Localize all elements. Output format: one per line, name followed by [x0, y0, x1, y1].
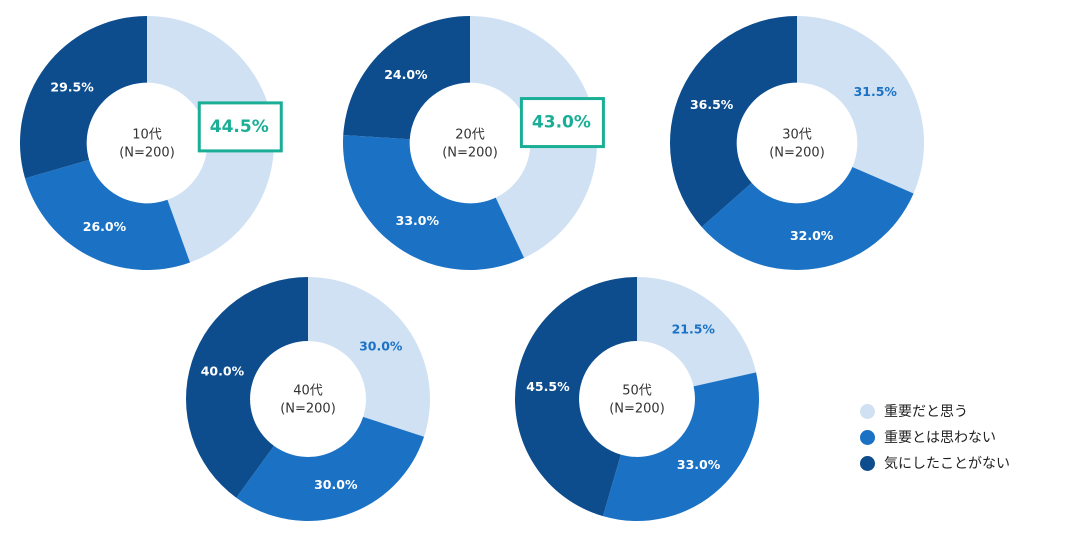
- data-label: 29.5%: [50, 79, 94, 94]
- data-label: 45.5%: [526, 379, 570, 394]
- donut-segment: [637, 277, 757, 387]
- center-sublabel: (N=200): [119, 146, 175, 161]
- center-label: 20代: [455, 128, 485, 143]
- legend: 重要だと思う 重要とは思わない 気にしたことがない: [860, 398, 1010, 476]
- center-sublabel: (N=200): [769, 146, 825, 161]
- highlight-box: [197, 101, 283, 153]
- data-label: 40.0%: [201, 364, 245, 379]
- highlight-label: 43.0%: [532, 113, 591, 133]
- center-label: 40代: [293, 384, 323, 399]
- donut-segment: [602, 372, 759, 521]
- data-label: 21.5%: [672, 321, 716, 336]
- donut-segment: [25, 159, 191, 270]
- center-sublabel: (N=200): [609, 402, 665, 417]
- highlight-box: [519, 97, 605, 149]
- donut-segment: [185, 277, 308, 498]
- donut-chart: 43.0% 33.0% 24.0% 20代 (N=200): [343, 16, 605, 270]
- donut-segment: [19, 16, 147, 179]
- data-label: 26.0%: [83, 219, 127, 234]
- donut-chart: 44.5% 26.0% 29.5% 10代 (N=200): [19, 16, 283, 270]
- legend-label: 重要とは思わない: [884, 430, 996, 446]
- legend-swatch-mid: [860, 429, 875, 445]
- donut-chart: 30.0% 30.0% 40.0% 40代 (N=200): [185, 277, 430, 521]
- donut-segment: [514, 276, 637, 517]
- donut-chart: 21.5% 33.0% 45.5% 50代 (N=200): [514, 276, 759, 521]
- donut-chart: 31.5% 32.0% 36.5% 30代 (N=200): [669, 16, 924, 270]
- donut-segment: [343, 135, 525, 270]
- center-sublabel: (N=200): [442, 146, 498, 161]
- legend-item-never-cared: 気にしたことがない: [860, 450, 1010, 476]
- legend-label: 重要だと思う: [884, 404, 968, 420]
- legend-swatch-light: [860, 403, 875, 419]
- data-label: 32.0%: [790, 228, 834, 243]
- highlight-label: 44.5%: [210, 117, 269, 137]
- legend-item-not-important: 重要とは思わない: [860, 424, 1010, 450]
- center-label: 10代: [132, 128, 162, 143]
- donut-segment: [343, 16, 470, 140]
- donut-segment: [797, 16, 924, 194]
- data-label: 30.0%: [314, 477, 358, 492]
- legend-item-important: 重要だと思う: [860, 398, 1010, 424]
- data-label: 24.0%: [384, 67, 428, 82]
- donut-segment: [308, 277, 430, 437]
- data-label: 36.5%: [690, 97, 734, 112]
- legend-label: 気にしたことがない: [884, 456, 1010, 472]
- donut-segment: [701, 166, 914, 270]
- legend-swatch-dark: [860, 455, 875, 471]
- center-label: 30代: [782, 128, 812, 143]
- donut-segment: [669, 16, 797, 227]
- center-sublabel: (N=200): [280, 402, 336, 417]
- center-label: 50代: [622, 384, 652, 399]
- data-label: 30.0%: [359, 339, 403, 354]
- donut-segment: [236, 416, 425, 521]
- data-label: 31.5%: [854, 84, 898, 99]
- data-label: 33.0%: [396, 213, 440, 228]
- data-label: 33.0%: [677, 457, 721, 472]
